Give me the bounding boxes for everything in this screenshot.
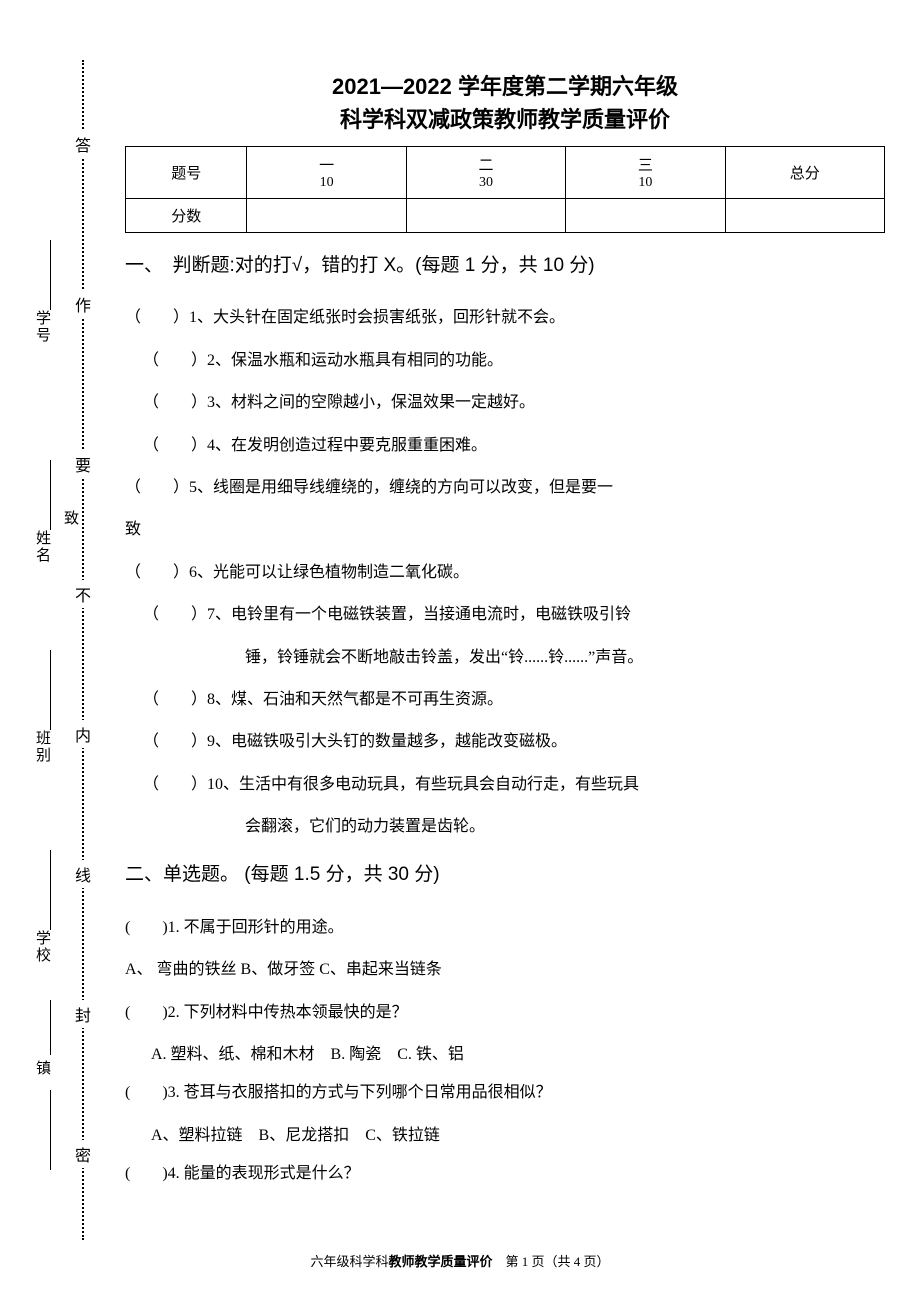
q1-5b: 致 bbox=[125, 511, 885, 549]
q1-6: （ ）6、光能可以让绿色植物制造二氧化碳。 bbox=[125, 554, 885, 592]
q1-1: （ ）1、大头针在固定纸张时会损害纸张，回形针就不会。 bbox=[125, 299, 885, 337]
th-tihao: 题号 bbox=[126, 147, 247, 199]
margin-char-xian: 线 bbox=[74, 860, 92, 888]
q1-8: （ ）8、煤、石油和天然气都是不可再生资源。 bbox=[125, 681, 885, 719]
q2-2: ( )2. 下列材料中传热本领最快的是？ bbox=[125, 994, 885, 1032]
footer-page: 第 1 页（共 4 页） bbox=[493, 1254, 610, 1269]
th-two-sub: 30 bbox=[407, 175, 565, 191]
footer-prefix: 六年级科学科 bbox=[310, 1254, 388, 1269]
section2-heading: 二、单选题。 (每题 1.5 分，共 30 分) bbox=[125, 860, 885, 890]
section1-heading: 一、 判断题:对的打√，错的打 X。(每题 1 分，共 10 分) bbox=[125, 251, 885, 281]
q2-1: ( )1. 不属于回形针的用途。 bbox=[125, 909, 885, 947]
margin-char-zuo: 作 bbox=[74, 290, 92, 318]
q2-4: ( )4. 能量的表现形式是什么？ bbox=[125, 1155, 885, 1193]
th-three: 三 bbox=[566, 154, 724, 175]
score-table: 题号 一 10 二 30 三 10 总分 分数 bbox=[125, 146, 885, 233]
field-label-zhen: 镇 bbox=[32, 1060, 53, 1077]
field-line-banbie bbox=[50, 650, 51, 730]
th-three-sub: 10 bbox=[566, 175, 724, 191]
q2-3: ( )3. 苍耳与衣服搭扣的方式与下列哪个日常用品很相似？ bbox=[125, 1074, 885, 1112]
margin-char-yao: 要 bbox=[74, 450, 92, 478]
q1-5: （ ）5、线圈是用细导线缠绕的，缠绕的方向可以改变，但是要一 bbox=[125, 469, 885, 507]
q2-1-opts: A、 弯曲的铁丝 B、做牙签 C、串起来当链条 bbox=[125, 951, 885, 989]
q1-3: （ ）3、材料之间的空隙越小，保温效果一定越好。 bbox=[125, 384, 885, 422]
footer-bold: 教师教学质量评价 bbox=[388, 1254, 492, 1269]
field-label-xuehao: 学号 bbox=[32, 310, 53, 344]
margin-char-zhi: 致 bbox=[60, 510, 81, 527]
table-row: 分数 bbox=[126, 199, 885, 233]
field-line-xingming bbox=[50, 460, 51, 530]
field-label-xuexiao: 学校 bbox=[32, 930, 53, 964]
q1-7b: 锤，铃锤就会不断地敲击铃盖，发出“铃......铃......”声音。 bbox=[125, 639, 885, 677]
field-line-xuexiao bbox=[50, 850, 51, 930]
seal-dotted-line bbox=[82, 60, 84, 1240]
th-one-sub: 10 bbox=[247, 175, 405, 191]
th-two: 二 bbox=[407, 154, 565, 175]
field-label-xingming: 姓名 bbox=[32, 530, 53, 564]
table-row: 题号 一 10 二 30 三 10 总分 bbox=[126, 147, 885, 199]
title-line-2: 科学科双减政策教师教学质量评价 bbox=[125, 103, 885, 136]
th-one: 一 bbox=[247, 154, 405, 175]
q2-2-opts: A. 塑料、纸、棉和木材 B. 陶瓷 C. 铁、铝 bbox=[125, 1036, 885, 1074]
margin-char-bu: 不 bbox=[74, 580, 92, 608]
cell-empty bbox=[566, 199, 725, 233]
cell-empty bbox=[247, 199, 406, 233]
margin-char-feng: 封 bbox=[74, 1000, 92, 1028]
page-content: 2021—2022 学年度第二学期六年级 科学科双减政策教师教学质量评价 题号 … bbox=[125, 70, 885, 1198]
q1-4: （ ）4、在发明创造过程中要克服重重困难。 bbox=[125, 427, 885, 465]
q1-7: （ ）7、电铃里有一个电磁铁装置，当接通电流时，电磁铁吸引铃 bbox=[125, 596, 885, 634]
cell-empty bbox=[406, 199, 565, 233]
cell-empty bbox=[725, 199, 884, 233]
q1-2: （ ）2、保温水瓶和运动水瓶具有相同的功能。 bbox=[125, 342, 885, 380]
field-line-xuehao bbox=[50, 240, 51, 310]
field-line-zhen bbox=[50, 1000, 51, 1055]
field-label-banbie: 班别 bbox=[32, 730, 53, 764]
margin-char-nei: 内 bbox=[74, 720, 92, 748]
q1-10b: 会翻滚，它们的动力装置是齿轮。 bbox=[125, 808, 885, 846]
q2-3-opts: A、塑料拉链 B、尼龙搭扣 C、铁拉链 bbox=[125, 1117, 885, 1155]
q1-9: （ ）9、电磁铁吸引大头钉的数量越多，越能改变磁极。 bbox=[125, 723, 885, 761]
binding-margin: 答 作 要 不 内 线 封 密 学号 姓名 致 班别 学校 镇 bbox=[32, 60, 102, 1240]
margin-char-da: 答 bbox=[74, 130, 92, 158]
q1-10: （ ）10、生活中有很多电动玩具，有些玩具会自动行走，有些玩具 bbox=[125, 766, 885, 804]
page-footer: 六年级科学科教师教学质量评价 第 1 页（共 4 页） bbox=[0, 1251, 920, 1270]
title-line-1: 2021—2022 学年度第二学期六年级 bbox=[125, 70, 885, 103]
field-line-bottom bbox=[50, 1090, 51, 1170]
th-total: 总分 bbox=[725, 147, 884, 199]
row-fenshu: 分数 bbox=[126, 199, 247, 233]
margin-char-mi: 密 bbox=[74, 1140, 92, 1168]
